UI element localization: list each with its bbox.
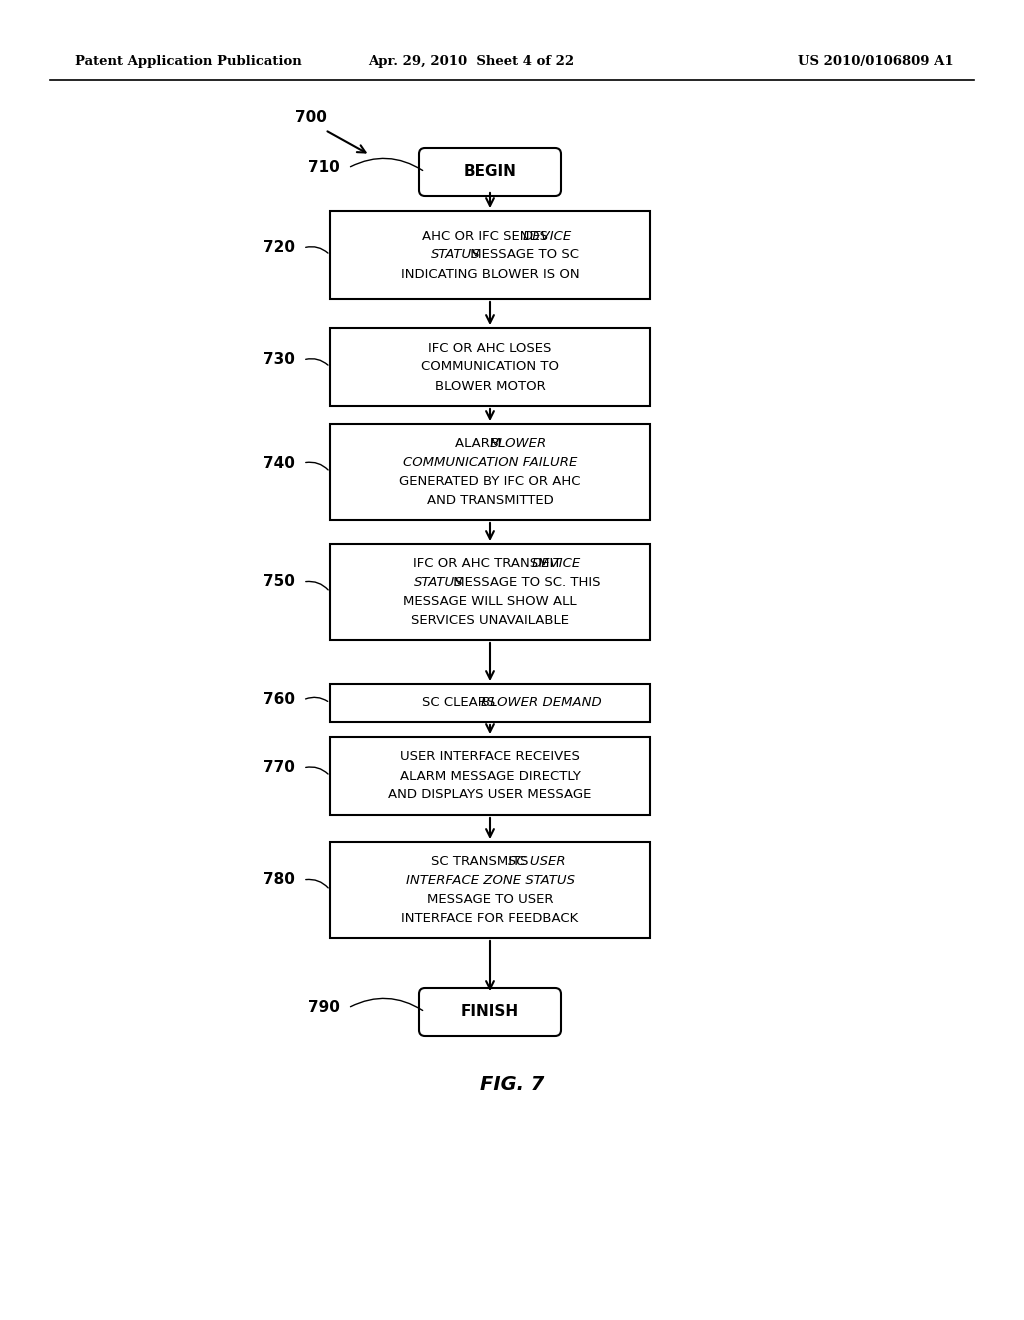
Text: ALARM MESSAGE DIRECTLY: ALARM MESSAGE DIRECTLY	[399, 770, 581, 783]
Text: 740: 740	[263, 455, 295, 470]
Text: SC TRANSMITS: SC TRANSMITS	[431, 855, 532, 869]
Text: AHC OR IFC SENDS: AHC OR IFC SENDS	[422, 230, 553, 243]
Text: MESSAGE TO SC: MESSAGE TO SC	[467, 248, 580, 261]
Text: BLOWER MOTOR: BLOWER MOTOR	[434, 380, 546, 392]
Text: AND TRANSMITTED: AND TRANSMITTED	[427, 494, 553, 507]
Text: 730: 730	[263, 352, 295, 367]
Bar	[330, 424, 650, 520]
Text: MESSAGE WILL SHOW ALL: MESSAGE WILL SHOW ALL	[403, 595, 577, 609]
Text: IFC OR AHC LOSES: IFC OR AHC LOSES	[428, 342, 552, 355]
Text: SC USER: SC USER	[508, 855, 565, 869]
FancyBboxPatch shape	[419, 987, 561, 1036]
Bar	[330, 544, 650, 640]
Text: INTERFACE ZONE STATUS: INTERFACE ZONE STATUS	[406, 874, 574, 887]
Text: SC CLEARS: SC CLEARS	[422, 697, 500, 710]
Text: 760: 760	[263, 693, 295, 708]
Bar	[330, 684, 650, 722]
Text: DEVICE: DEVICE	[522, 230, 571, 243]
Text: MESSAGE TO USER: MESSAGE TO USER	[427, 894, 553, 906]
Text: USER INTERFACE RECEIVES: USER INTERFACE RECEIVES	[400, 751, 580, 763]
FancyBboxPatch shape	[419, 148, 561, 195]
Text: FIG. 7: FIG. 7	[480, 1076, 544, 1094]
Text: GENERATED BY IFC OR AHC: GENERATED BY IFC OR AHC	[399, 475, 581, 488]
Text: SERVICES UNAVAILABLE: SERVICES UNAVAILABLE	[411, 614, 569, 627]
Text: STATUS: STATUS	[414, 576, 463, 589]
Bar	[330, 327, 650, 407]
Text: 720: 720	[263, 240, 295, 256]
Text: 700: 700	[295, 110, 327, 125]
Text: Apr. 29, 2010  Sheet 4 of 22: Apr. 29, 2010 Sheet 4 of 22	[368, 55, 574, 69]
Text: 710: 710	[308, 161, 340, 176]
Text: Patent Application Publication: Patent Application Publication	[75, 55, 302, 69]
Text: IFC OR AHC TRANSMIT: IFC OR AHC TRANSMIT	[414, 557, 566, 570]
Text: US 2010/0106809 A1: US 2010/0106809 A1	[799, 55, 954, 69]
Text: BEGIN: BEGIN	[464, 165, 516, 180]
Text: BLOWER DEMAND: BLOWER DEMAND	[481, 697, 602, 710]
Text: STATUS: STATUS	[431, 248, 480, 261]
Text: 770: 770	[263, 760, 295, 776]
Text: 750: 750	[263, 574, 295, 590]
Text: DEVICE: DEVICE	[531, 557, 581, 570]
Bar	[330, 211, 650, 300]
Text: BLOWER: BLOWER	[490, 437, 547, 450]
Text: 790: 790	[308, 1001, 340, 1015]
Text: 780: 780	[263, 873, 295, 887]
Bar	[330, 737, 650, 814]
Text: COMMUNICATION FAILURE: COMMUNICATION FAILURE	[402, 455, 578, 469]
Text: INDICATING BLOWER IS ON: INDICATING BLOWER IS ON	[400, 268, 580, 281]
Text: FINISH: FINISH	[461, 1005, 519, 1019]
Text: MESSAGE TO SC. THIS: MESSAGE TO SC. THIS	[449, 576, 600, 589]
Text: COMMUNICATION TO: COMMUNICATION TO	[421, 360, 559, 374]
Bar	[330, 842, 650, 939]
Text: INTERFACE FOR FEEDBACK: INTERFACE FOR FEEDBACK	[401, 912, 579, 925]
Text: ALARM: ALARM	[455, 437, 505, 450]
Text: AND DISPLAYS USER MESSAGE: AND DISPLAYS USER MESSAGE	[388, 788, 592, 801]
